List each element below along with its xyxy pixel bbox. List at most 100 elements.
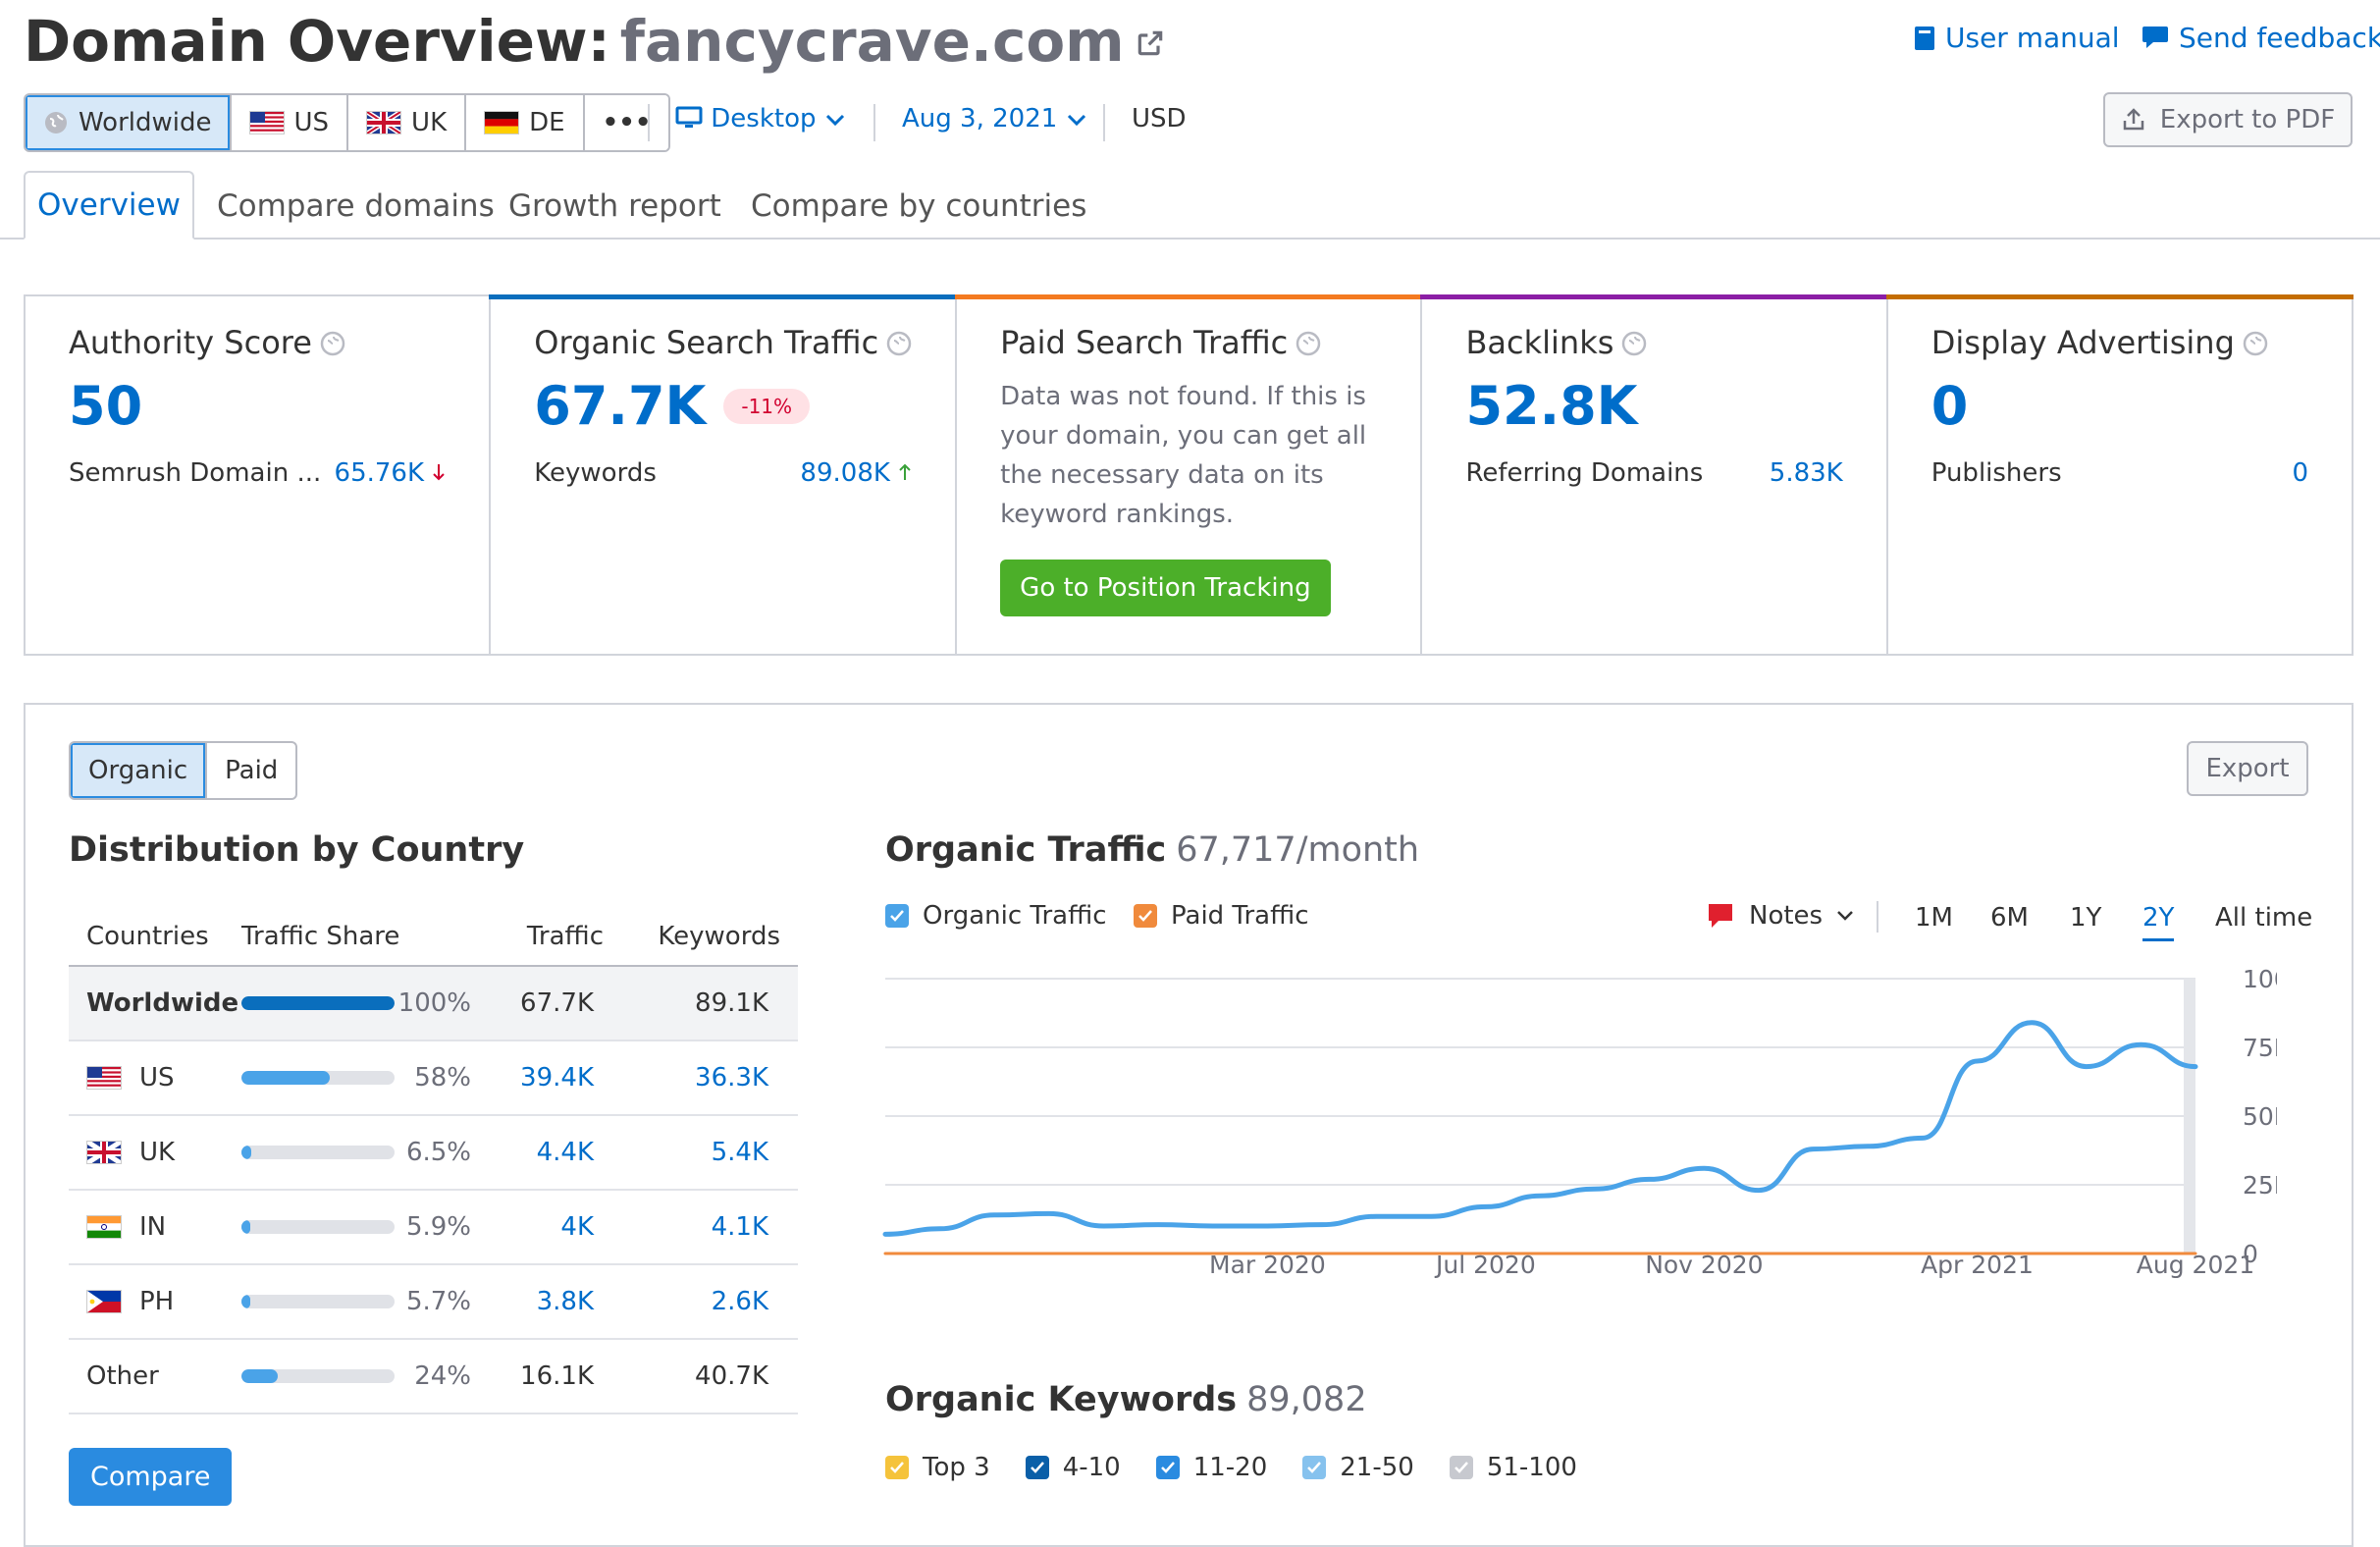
info-icon[interactable] — [886, 331, 912, 356]
checkbox-checked-icon — [885, 904, 909, 928]
keywords-value[interactable]: 5.4K — [711, 1138, 768, 1167]
traffic-share-bar — [241, 996, 395, 1010]
tab-compare-by-countries[interactable]: Compare by countries — [751, 188, 1087, 224]
referring-domains-value[interactable]: 5.83K — [1769, 458, 1843, 488]
card-backlinks: Backlinks 52.8K Referring Domains 5.83K — [1420, 294, 1888, 654]
info-icon[interactable] — [2243, 331, 2268, 356]
checkbox-checked-icon — [1025, 1456, 1049, 1479]
no-data-message: Data was not found. If this is your doma… — [1000, 382, 1367, 529]
publishers-value[interactable]: 0 — [2292, 458, 2309, 488]
organic-keywords-title: Organic Keywords 89,082 — [885, 1380, 1367, 1419]
organic-title: Organic Search Traffic — [534, 324, 879, 361]
keywords-value[interactable]: 2.6K — [711, 1287, 768, 1316]
db-uk[interactable]: UK — [348, 95, 467, 150]
range-all-time[interactable]: All time — [2215, 903, 2313, 933]
range-1m[interactable]: 1M — [1915, 903, 1953, 933]
desktop-icon — [675, 106, 703, 128]
range-6m[interactable]: 6M — [1990, 903, 2029, 933]
export-pdf-button[interactable]: Export to PDF — [2103, 92, 2353, 147]
traffic-value: 67.7K — [520, 988, 594, 1018]
db-us-label: US — [293, 108, 330, 137]
db-us[interactable]: US — [231, 95, 349, 150]
db-worldwide[interactable]: Worldwide — [26, 95, 232, 150]
range-1y[interactable]: 1Y — [2070, 903, 2102, 933]
organic-value-row: 67.7K -11% — [534, 375, 912, 437]
export-button[interactable]: Export — [2187, 741, 2308, 796]
keywords-legend: Top 3 4-10 11-20 21-50 51-100 — [885, 1453, 1577, 1482]
card-authority-score: Authority Score 50 Semrush Domain ... 65… — [26, 296, 492, 654]
backlinks-value[interactable]: 52.8K — [1465, 375, 1638, 437]
authority-sub-value[interactable]: 65.76K — [335, 458, 447, 488]
traffic-value[interactable]: 4.4K — [536, 1138, 594, 1167]
traffic-value[interactable]: 39.4K — [520, 1063, 594, 1093]
divider — [1877, 901, 1878, 933]
country-cell: US — [69, 1063, 241, 1093]
country-cell: Other — [69, 1361, 241, 1391]
accent-bar — [1420, 294, 1888, 299]
toggle-paid[interactable]: Paid — [205, 743, 295, 798]
keywords-legend-item[interactable]: 21-50 — [1302, 1453, 1414, 1482]
chat-bubble-icon — [2142, 27, 2168, 48]
organic-value[interactable]: 67.7K — [534, 375, 707, 437]
tab-growth-report[interactable]: Growth report — [508, 188, 721, 224]
toggle-organic[interactable]: Organic — [71, 743, 206, 798]
db-more-button[interactable]: ••• — [584, 95, 669, 150]
country-cell: IN — [69, 1212, 241, 1242]
traffic-share-bar — [241, 1369, 395, 1383]
traffic-share-value: 6.5% — [405, 1138, 471, 1167]
date-selector[interactable]: Aug 3, 2021 — [902, 104, 1087, 133]
share-bar-fill — [241, 1369, 279, 1383]
arrow-down-icon — [433, 464, 445, 481]
traffic-value[interactable]: 3.8K — [536, 1287, 594, 1316]
keywords-value[interactable]: 89.08K — [800, 458, 912, 488]
table-body: Worldwide 100% 67.7K 89.1K US 58% 39.4K 36.3K UK… — [69, 967, 798, 1414]
change-badge: -11% — [723, 388, 811, 424]
range-2y[interactable]: 2Y — [2142, 903, 2175, 941]
external-link-icon[interactable] — [1135, 27, 1166, 59]
authority-value[interactable]: 50 — [69, 375, 143, 437]
user-manual-link[interactable]: User manual — [1914, 22, 2120, 54]
go-to-position-tracking-button[interactable]: Go to Position Tracking — [1000, 560, 1331, 616]
organic-paid-toggle: Organic Paid — [69, 741, 298, 800]
legend-organic-traffic[interactable]: Organic Traffic — [885, 901, 1107, 931]
more-icon: ••• — [602, 108, 652, 137]
keywords-legend-item[interactable]: 51-100 — [1449, 1453, 1577, 1482]
book-icon — [1915, 27, 1934, 50]
info-icon[interactable] — [1621, 331, 1647, 356]
db-de[interactable]: DE — [466, 95, 585, 150]
display-value[interactable]: 0 — [1930, 375, 1969, 437]
checkbox-checked-icon — [1449, 1456, 1473, 1479]
summary-cards: Authority Score 50 Semrush Domain ... 65… — [24, 294, 2354, 656]
send-feedback-link[interactable]: Send feedback — [2142, 22, 2380, 54]
flag-uk-icon — [86, 1141, 122, 1164]
compare-button[interactable]: Compare — [69, 1448, 233, 1506]
legend-paid-traffic[interactable]: Paid Traffic — [1134, 901, 1309, 931]
organic-traffic-chart[interactable]: 100K 75K 50K 25K 0 Mar 2020 Jul 2020 Nov 2020 Ap… — [864, 962, 2277, 1286]
organic-keywords-count: 89,082 — [1246, 1380, 1367, 1419]
info-icon[interactable] — [1296, 331, 1321, 356]
keywords-legend-item[interactable]: 4-10 — [1025, 1453, 1121, 1482]
traffic-value[interactable]: 4K — [560, 1212, 594, 1242]
tab-overview[interactable]: Overview — [24, 171, 194, 240]
x-tick-label: Apr 2021 — [1921, 1251, 2034, 1279]
country-name: UK — [139, 1138, 176, 1167]
checkbox-checked-icon — [885, 1456, 909, 1479]
device-selector[interactable]: Desktop — [675, 104, 846, 133]
info-icon[interactable] — [320, 331, 345, 356]
tab-compare-domains[interactable]: Compare domains — [217, 188, 495, 224]
flag-in-icon — [86, 1215, 122, 1239]
notes-label: Notes — [1749, 901, 1824, 931]
keywords-value[interactable]: 36.3K — [695, 1063, 768, 1093]
organic-traffic-title-text: Organic Traffic — [885, 830, 1167, 870]
keywords-legend-item[interactable]: 11-20 — [1155, 1453, 1267, 1482]
domain-name[interactable]: fancycrave.com — [619, 8, 1125, 75]
notes-dropdown[interactable]: Notes — [1706, 901, 1854, 931]
keywords-legend-item[interactable]: Top 3 — [885, 1453, 990, 1482]
card-title: Display Advertising — [1931, 324, 2308, 361]
keywords-value: 89.1K — [695, 988, 768, 1018]
keywords-value[interactable]: 4.1K — [711, 1212, 768, 1242]
organic-traffic-title: Organic Traffic 67,717/month — [885, 830, 1419, 870]
authority-title: Authority Score — [69, 324, 312, 361]
share-bar-track — [241, 1220, 395, 1234]
table-header: Countries Traffic Share Traffic Keywords — [69, 908, 798, 967]
